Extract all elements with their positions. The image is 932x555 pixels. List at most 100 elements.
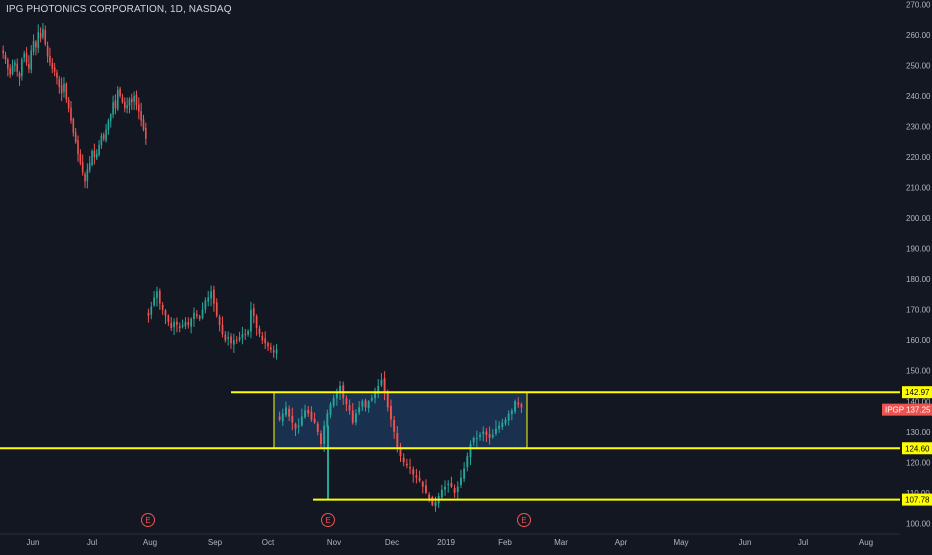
x-tick-label: Feb [498,538,512,547]
candle-body [444,486,446,490]
candle-body [4,54,7,60]
y-tick-label: 210.00 [906,184,931,193]
candle-body [310,411,313,420]
candle-body [241,334,244,338]
candle-body [428,494,431,499]
candle-body [147,312,150,316]
candle-body [42,28,44,38]
candle-body [158,290,161,304]
candle-body [450,483,453,487]
candle-body [498,425,501,429]
candle-body [102,134,105,139]
candle-body [434,501,437,507]
level-price-tag [902,493,932,506]
candle-body [482,431,485,435]
x-tick-label: Mar [554,538,568,547]
candle-body [390,405,392,420]
candle-body [504,419,507,424]
candle-body [56,72,58,78]
candle-body [383,378,386,393]
candle-body [316,423,319,432]
y-tick-label: 170.00 [906,306,931,315]
candle-body [204,300,207,310]
candle-body [91,151,93,165]
earnings-marker [321,513,335,527]
candle-body [264,338,267,344]
candle-body [370,398,373,401]
earnings-marker [141,513,155,527]
candle-body [53,67,56,72]
range-box [273,391,528,449]
candle-body [126,105,128,109]
candle-body [247,331,249,335]
candle-body [415,475,418,478]
candle-body [173,321,175,328]
candle-body [207,297,210,302]
candle-body [145,127,147,139]
candle-body [2,50,4,54]
candle-body [431,497,434,506]
candle-body [475,437,478,439]
candle-body [77,140,79,155]
candle-body [107,120,110,131]
candle-body [396,432,399,448]
candle-body [21,59,23,77]
candle-body [86,169,89,181]
candle-body [386,393,389,408]
candle-body [210,291,212,299]
candle-body [361,401,364,407]
candle-body [460,477,462,485]
x-tick-label: Oct [262,538,275,547]
candle-body [307,409,310,414]
y-tick-label: 110.00 [906,489,930,498]
candle-body [70,107,72,121]
candle-body [30,50,33,70]
candle-body [51,62,54,69]
candle-body [170,323,173,329]
candle-body [472,437,475,443]
candle-body [399,446,402,457]
candle-body [65,83,68,100]
earnings-marker [517,513,531,527]
y-tick-label: 270.00 [906,1,931,10]
candle-body [58,79,61,87]
y-tick-label: 160.00 [906,336,931,345]
candle-body [63,83,65,92]
candle-body [79,153,82,164]
candle-body [119,88,121,97]
earnings-marker-label: E [145,516,150,525]
candle-body [402,457,405,463]
candle-body [81,162,84,173]
candle-body [409,467,411,469]
candle-body [507,413,510,421]
y-tick-label: 140.00 [906,397,931,406]
y-tick-label: 230.00 [906,123,931,132]
candle-body [121,97,124,103]
candle-body [335,392,338,399]
candle-body [252,308,255,316]
candle-body [351,410,354,423]
y-tick-label: 180.00 [906,275,931,284]
y-tick-label: 190.00 [906,245,931,254]
candle-body [98,144,100,155]
candle-body [221,324,224,335]
candle-body [39,33,42,39]
candle-body [258,328,261,335]
candle-body [405,463,408,466]
candle-body [380,379,383,386]
candle-body [74,132,77,142]
candle-body [453,488,456,493]
candle-body [9,68,11,75]
x-tick-label: Jul [798,538,808,547]
candle-body [463,468,466,479]
candle-body [272,350,275,353]
candle-body [270,347,272,350]
candle-body [425,485,427,493]
candle-body [28,63,30,69]
candle-body [49,55,51,63]
candle-body [195,314,198,316]
candle-body [291,415,294,423]
candle-body [181,324,184,327]
